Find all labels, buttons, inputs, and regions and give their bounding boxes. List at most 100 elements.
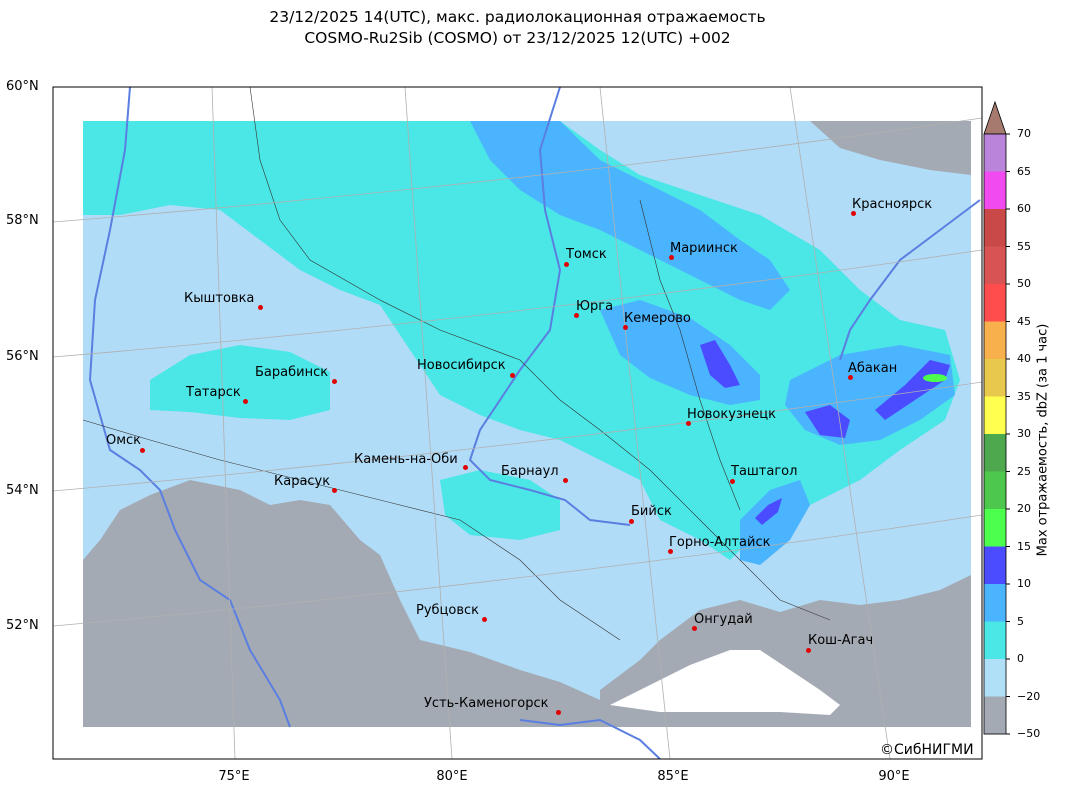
colorbar-tick-label: 55 xyxy=(1017,239,1031,253)
colorbar-tick-label: 25 xyxy=(1017,464,1031,478)
colorbar-tick-label: 60 xyxy=(1017,202,1031,215)
cyan-area-north xyxy=(83,121,960,560)
city-dot-kemerovo xyxy=(623,325,628,330)
cyan-area-west xyxy=(150,345,330,420)
colorbar-tick-label: 0 xyxy=(1017,652,1024,665)
city-label-yurga: Юрга xyxy=(576,299,614,314)
city-dot-rubtsovsk xyxy=(482,617,487,622)
lon-label-90: 90°E xyxy=(878,769,910,784)
city-dot-yurga xyxy=(574,313,579,318)
colorbar-segment xyxy=(984,171,1006,210)
city-label-kemerovo: Кемерово xyxy=(624,311,691,326)
grid-lon-85 xyxy=(599,86,671,760)
colorbar-tick-label: 30 xyxy=(1017,427,1031,440)
city-label-tashtagol: Таштагол xyxy=(731,464,798,479)
city-dot-karasuk xyxy=(332,488,337,493)
colorbar-segment xyxy=(984,584,1006,622)
colorbar-segment xyxy=(984,434,1006,472)
cyan-area-central xyxy=(440,470,560,540)
city-dot-abakan xyxy=(848,375,853,380)
city-dot-tashtagol xyxy=(730,479,735,484)
colorbar-segment xyxy=(984,134,1006,172)
city-dot-barabinsk xyxy=(332,379,337,384)
colorbar-segment xyxy=(984,284,1006,322)
colorbar-segment xyxy=(984,209,1006,247)
blue-area-tashtagol xyxy=(740,480,810,565)
city-label-novokuznetsk: Новокузнецк xyxy=(687,407,777,422)
lon-label-85: 85°E xyxy=(657,769,689,784)
grid-lat-54 xyxy=(52,381,983,492)
city-dot-barnaul xyxy=(563,478,568,483)
colorbar-segment xyxy=(984,471,1006,510)
lat-label-58: 58°N xyxy=(6,213,39,228)
river-irtysh-south xyxy=(519,718,661,759)
colorbar-segment xyxy=(984,546,1006,585)
city-label-rubtsovsk: Рубцовск xyxy=(416,603,480,618)
map-title: 23/12/2025 14(UTC), макс. радиолокационн… xyxy=(269,8,766,26)
colorbar-tick-label: 5 xyxy=(1017,614,1024,628)
city-label-krasnoyarsk: Красноярск xyxy=(852,197,933,212)
map-subtitle: COSMO-Ru2Sib (COSMO) от 23/12/2025 12(UT… xyxy=(304,29,731,47)
colorbar xyxy=(983,100,1010,735)
city-dot-gorno-altaysk xyxy=(668,549,673,554)
lat-label-56: 56°N xyxy=(6,349,39,364)
colorbar-tick-label: 45 xyxy=(1017,314,1031,328)
no-data-white xyxy=(610,650,840,715)
grid-lat-56 xyxy=(52,249,983,358)
city-label-tatarsk: Татарск xyxy=(186,385,241,400)
colorbar-tick-label: 70 xyxy=(1017,127,1031,140)
colorbar-segment xyxy=(984,696,1006,735)
colorbar-tick-label: 50 xyxy=(1017,277,1031,290)
graticule xyxy=(52,86,983,760)
colorbar-segment xyxy=(984,509,1006,547)
city-dot-biysk xyxy=(629,519,634,524)
colorbar-tick-label: −20 xyxy=(1017,689,1041,703)
lat-label-52: 52°N xyxy=(6,618,39,633)
colorbar-tick-label: 15 xyxy=(1017,539,1031,553)
colorbar-segment xyxy=(984,659,1006,697)
border-3 xyxy=(82,419,621,641)
green-echo-spot xyxy=(923,374,947,382)
colorbar-tick-label: 65 xyxy=(1017,164,1031,178)
city-label-kyshtovka: Кыштовка xyxy=(184,291,255,306)
colorbar-extend-triangle xyxy=(983,100,1007,135)
city-dot-omsk xyxy=(140,448,145,453)
city-dot-kosh-agach xyxy=(806,648,811,653)
city-label-barabinsk: Барабинск xyxy=(255,365,329,380)
copyright: ©СибНИГМИ xyxy=(880,742,974,758)
grey-area-southwest xyxy=(83,480,605,727)
colorbar-segment xyxy=(984,396,1006,435)
city-dot-tomsk xyxy=(564,262,569,267)
colorbar-segment xyxy=(984,359,1006,397)
city-label-abakan: Абакан xyxy=(848,361,898,376)
map-frame xyxy=(52,86,983,760)
colorbar-tick-label: 20 xyxy=(1017,502,1031,515)
border-2 xyxy=(639,199,741,511)
river-ob xyxy=(468,87,631,526)
dark-blue-cell-1 xyxy=(700,340,740,388)
border-1 xyxy=(249,87,831,621)
city-label-barnaul: Барнаул xyxy=(501,464,559,479)
city-label-ust-kamenogorsk: Усть-Каменогорск xyxy=(424,696,549,711)
lat-label-60: 60°N xyxy=(6,79,39,94)
admin-borders xyxy=(82,87,831,641)
colorbar-tick-label: 10 xyxy=(1017,577,1031,590)
grid-lon-80 xyxy=(404,86,453,760)
river-yenisei xyxy=(839,199,981,361)
river-irtysh xyxy=(88,87,291,728)
city-dot-ust-kamenogorsk xyxy=(556,710,561,715)
grid-lat-58 xyxy=(52,117,983,223)
lon-label-75: 75°E xyxy=(218,769,250,784)
colorbar-segment xyxy=(984,246,1006,285)
blue-area-north xyxy=(470,121,790,310)
grid-lon-75 xyxy=(211,86,236,760)
city-dot-krasnoyarsk xyxy=(851,211,856,216)
city-label-biysk: Бийск xyxy=(631,504,672,519)
dark-blue-cell-4 xyxy=(755,498,782,525)
rivers xyxy=(88,87,981,759)
lon-label-80: 80°E xyxy=(436,769,468,784)
grid-lon-90 xyxy=(789,86,891,760)
city-label-omsk: Омск xyxy=(106,433,142,448)
grey-area-northeast xyxy=(810,121,971,175)
